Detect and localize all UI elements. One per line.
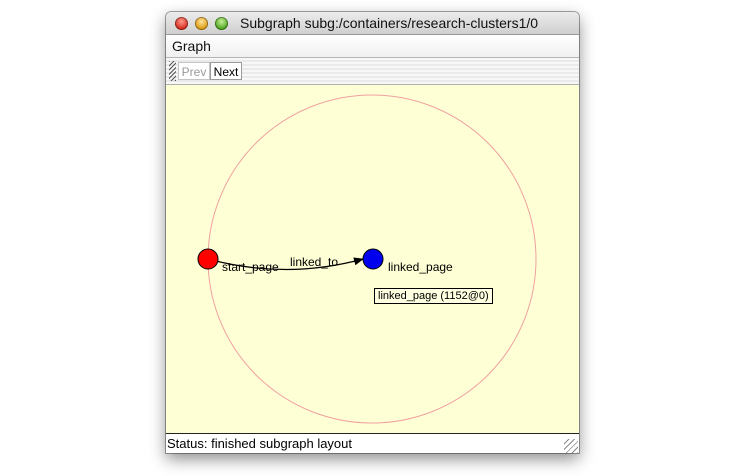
edge-linked-to xyxy=(207,257,364,271)
edge-label: linked_to xyxy=(290,255,338,269)
toolbar: Prev Next xyxy=(166,58,579,85)
resize-grip-icon[interactable] xyxy=(564,439,578,453)
status-text: Status: finished subgraph layout xyxy=(167,436,353,451)
status-bar: Status: finished subgraph layout xyxy=(166,433,579,453)
node-tooltip: linked_page (1152@0) xyxy=(374,288,493,304)
menu-graph[interactable]: Graph xyxy=(172,38,211,54)
window-title: Subgraph subg:/containers/research-clust… xyxy=(240,15,539,31)
graph-svg: linked_to start_page linked_page xyxy=(197,94,537,424)
minimize-window-button[interactable] xyxy=(195,17,208,30)
subgraph-window: Subgraph subg:/containers/research-clust… xyxy=(166,12,579,453)
prev-button[interactable]: Prev xyxy=(178,62,210,80)
node-label-linked-page: linked_page xyxy=(388,260,453,274)
title-bar[interactable]: Subgraph subg:/containers/research-clust… xyxy=(166,12,579,35)
node-linked-page[interactable] xyxy=(362,248,384,270)
graph-canvas[interactable]: linked_to start_page linked_page linked_… xyxy=(166,85,579,433)
close-window-button[interactable] xyxy=(175,17,188,30)
node-start-page[interactable] xyxy=(197,248,219,270)
next-button[interactable]: Next xyxy=(210,62,242,80)
menu-bar: Graph xyxy=(166,35,579,58)
zoom-window-button[interactable] xyxy=(215,17,228,30)
node-label-start-page: start_page xyxy=(222,260,279,274)
toolbar-grip-icon[interactable] xyxy=(169,61,176,81)
